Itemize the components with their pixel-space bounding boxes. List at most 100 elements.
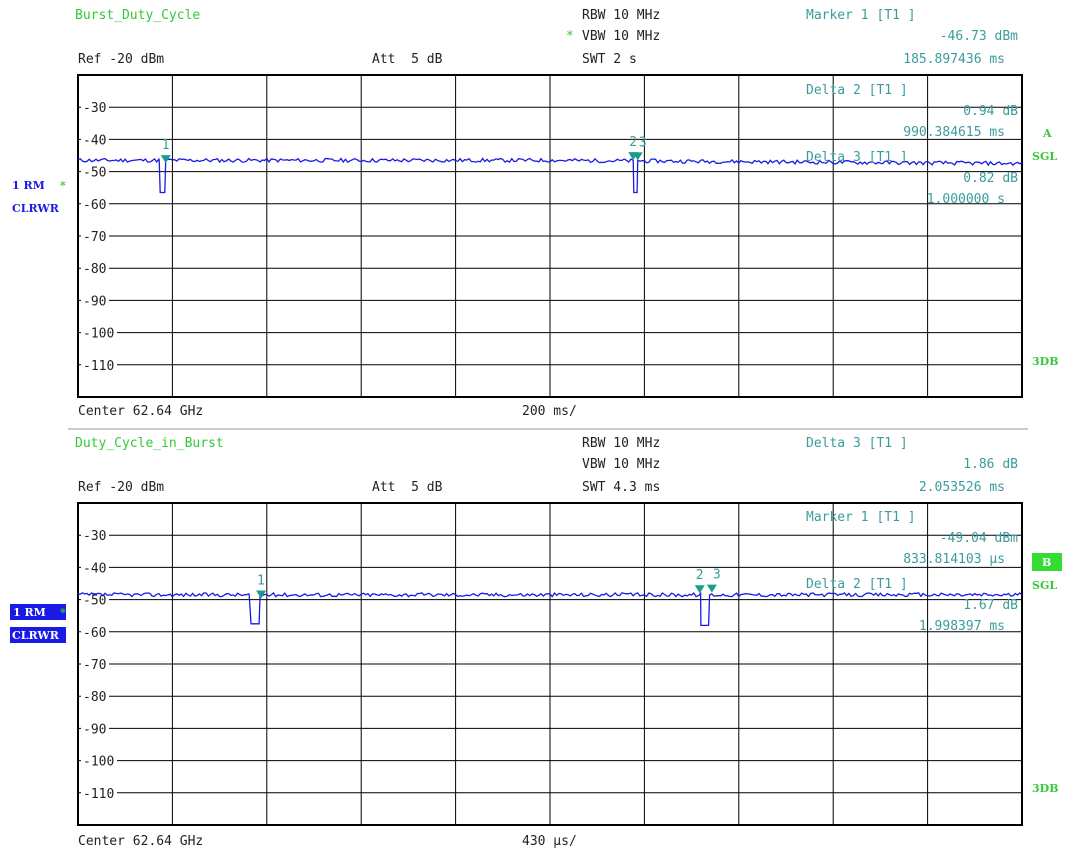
panel-b-trace-label-bg <box>10 604 66 620</box>
marker-readout-value: 1.86 dB <box>963 457 1018 472</box>
tick-label-bg <box>81 131 109 148</box>
marker-readout-position: 1.000000 s <box>927 192 1005 207</box>
y-tick-label: -110 <box>83 787 114 802</box>
tick-label-bg <box>81 260 109 277</box>
panel-a-bottom-flag: 3DB <box>1032 355 1059 368</box>
panel-a-marker-readouts: Marker 1 [T1 ] -46.73 dBm 185.897436 ms Del… <box>806 8 1018 207</box>
marker-1-triangle <box>160 155 171 164</box>
tick-label-bg <box>81 99 109 116</box>
marker-2-label: 2 <box>629 135 637 150</box>
tick-label-bg <box>81 623 109 640</box>
panel-b-span-per-div: 430 µs/ <box>522 834 577 849</box>
panel-a-vbw-star: * <box>566 29 574 44</box>
tick-label-bg <box>81 292 109 309</box>
panel-b-sweep-mode: SGL <box>1032 579 1057 592</box>
panel-a: Burst_Duty_Cycle RBW 10 MHz * VBW 10 MHz… <box>12 8 1059 419</box>
panel-b: Duty_Cycle_in_Burst RBW 10 MHz VBW 10 MH… <box>10 436 1062 849</box>
panel-b-trace-mode-bg <box>10 627 66 643</box>
panel-b-trace-mode: CLRWR <box>12 629 60 642</box>
panel-b-trace-label: 1 RM <box>13 606 46 619</box>
marker-readout-head: Marker 1 [T1 ] <box>806 510 916 525</box>
y-tick-label: -70 <box>83 230 106 245</box>
marker-1-triangle <box>256 590 267 599</box>
y-tick-label: -40 <box>83 133 106 148</box>
y-tick-label: -30 <box>83 101 106 116</box>
tick-label-bg <box>81 559 109 576</box>
y-tick-label: -110 <box>83 359 114 374</box>
panel-a-vbw: VBW 10 MHz <box>582 29 660 44</box>
panel-a-sweep-time: SWT 2 s <box>582 52 637 67</box>
panel-b-title: Duty_Cycle_in_Burst <box>75 436 224 451</box>
marker-readout-value: 1.67 dB <box>963 598 1018 613</box>
panel-b-sweep-time: SWT 4.3 ms <box>582 480 660 495</box>
panel-a-center-frequency: Center 62.64 GHz <box>78 404 203 419</box>
marker-readout-position: 833.814103 µs <box>903 552 1005 567</box>
marker-1-label: 1 <box>257 574 265 589</box>
marker-readout-value: 0.82 dB <box>963 171 1018 186</box>
marker-readout-head: Delta 2 [T1 ] <box>806 83 908 98</box>
panel-b-attenuation: Att 5 dB <box>372 480 443 495</box>
panel-b-letter-bg <box>1032 553 1062 571</box>
tick-label-bg <box>81 228 109 244</box>
panel-a-trace-label: 1 RM <box>12 179 45 192</box>
panel-a-title: Burst_Duty_Cycle <box>75 8 200 23</box>
panel-b-ref-level: Ref -20 dBm <box>78 480 164 495</box>
marker-readout-position: 990.384615 ms <box>903 125 1005 140</box>
y-tick-label: -70 <box>83 658 106 673</box>
marker-readout-position: 185.897436 ms <box>903 52 1005 67</box>
panel-b-trace-star: * <box>60 606 66 619</box>
tick-label-bg <box>81 752 117 769</box>
marker-readout-position: 2.053526 ms <box>919 480 1005 495</box>
tick-label-bg <box>81 356 117 373</box>
panel-b-bottom-flag: 3DB <box>1032 782 1059 795</box>
marker-readout-head: Delta 3 [T1 ] <box>806 150 908 165</box>
marker-readout-value: 0.94 dB <box>963 104 1018 119</box>
y-tick-label: -50 <box>83 594 106 609</box>
y-tick-label: -90 <box>83 722 106 737</box>
y-tick-label: -60 <box>83 198 106 213</box>
panel-a-trace <box>77 157 1023 194</box>
panel-b-rbw: RBW 10 MHz <box>582 436 660 451</box>
panel-a-ref-level: Ref -20 dBm <box>78 52 164 67</box>
tick-label-bg <box>81 324 117 341</box>
marker-3-label: 3 <box>713 568 721 583</box>
marker-3-triangle <box>632 152 643 161</box>
tick-label-bg <box>81 688 109 705</box>
panel-a-letter: A <box>1042 127 1052 140</box>
y-tick-label: -60 <box>83 626 106 641</box>
marker-readout-value: -46.73 dBm <box>940 29 1018 44</box>
y-tick-label: -80 <box>83 262 106 277</box>
y-tick-label: -80 <box>83 690 106 705</box>
panel-a-trace-mode: CLRWR <box>12 202 60 215</box>
tick-label-bg <box>81 163 109 180</box>
tick-label-bg <box>81 195 109 212</box>
marker-readout-head: Marker 1 [T1 ] <box>806 8 916 23</box>
panel-b-center-frequency: Center 62.64 GHz <box>78 834 203 849</box>
tick-label-bg <box>81 720 109 737</box>
panel-a-span-per-div: 200 ms/ <box>522 404 577 419</box>
tick-label-bg <box>81 527 109 544</box>
panel-a-y-ticks: -30 -40 -50 -60 -70 -80 -90 -100 -110 <box>81 99 117 374</box>
marker-readout-position: 1.998397 ms <box>919 619 1005 634</box>
y-tick-label: -30 <box>83 529 106 544</box>
panel-a-attenuation: Att 5 dB <box>372 52 443 67</box>
y-tick-label: -100 <box>83 755 114 770</box>
y-tick-label: -90 <box>83 294 106 309</box>
marker-readout-value: -49.04 dBm <box>940 531 1018 546</box>
marker-3-label: 3 <box>639 135 647 150</box>
tick-label-bg <box>81 784 117 801</box>
marker-readout-head: Delta 3 [T1 ] <box>806 436 908 451</box>
marker-2-label: 2 <box>696 568 704 583</box>
y-tick-label: -100 <box>83 327 114 342</box>
marker-2-triangle <box>694 585 705 594</box>
panel-a-trace-star: * <box>60 179 66 192</box>
panel-a-sweep-mode: SGL <box>1032 150 1057 163</box>
tick-label-bg <box>81 656 109 672</box>
panel-b-grid <box>77 502 1023 826</box>
panel-a-grid <box>77 74 1023 398</box>
panel-b-letter: B <box>1042 556 1051 569</box>
